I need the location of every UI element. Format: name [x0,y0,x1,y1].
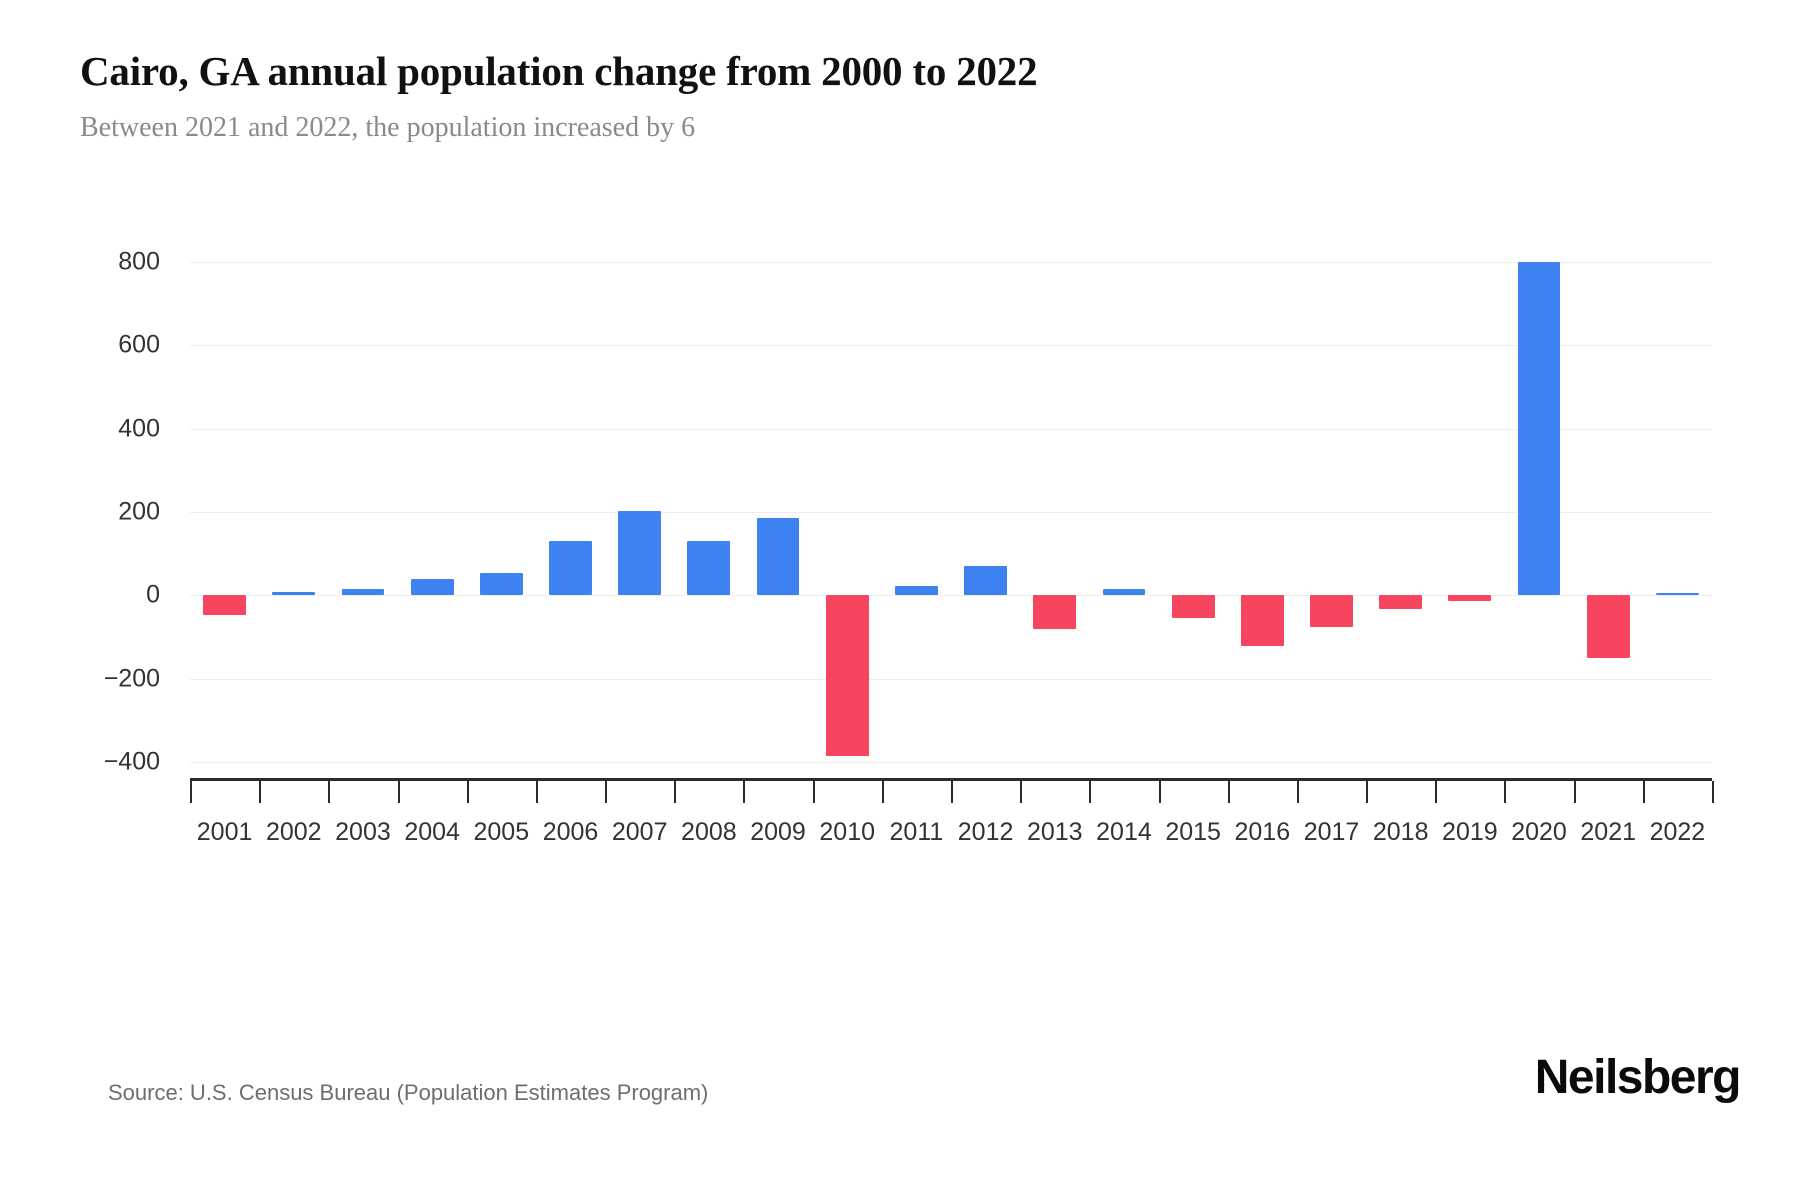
x-tick-label-2021: 2021 [1580,818,1637,846]
x-tick-label-2009: 2009 [750,818,806,846]
y-tick-label: 200 [118,497,160,526]
source-note: Source: U.S. Census Bureau (Population E… [108,1080,709,1105]
x-tick-label-2022: 2022 [1649,818,1706,846]
x-tick-label-2005: 2005 [473,818,530,846]
x-tick-mark [674,781,677,803]
bar-2008[interactable] [687,541,731,596]
x-tick-mark [1089,781,1092,803]
x-tick-mark [190,781,192,803]
bar-2001[interactable] [203,595,247,616]
x-tick-mark [1573,781,1576,803]
bar-2018[interactable] [1379,595,1423,609]
bar-2009[interactable] [756,518,800,596]
x-tick-label-2018: 2018 [1372,818,1429,846]
bar-2003[interactable] [341,588,385,596]
x-tick-label-2015: 2015 [1165,818,1221,846]
x-tick-mark [743,781,746,803]
gridline-800 [190,262,1712,263]
x-tick-mark [1020,781,1023,803]
bar-2012[interactable] [964,566,1008,596]
x-tick-mark [605,781,608,803]
x-tick-mark [1712,781,1714,803]
y-tick-label: 0 [146,580,160,609]
x-tick-label-2013: 2013 [1026,818,1083,846]
x-tick-mark [1296,781,1299,803]
bar-2014[interactable] [1102,588,1146,596]
chart-plot-area: 800 600 400 200 0 −200 −400 2001 2002 2003 2004 20… [0,240,1800,900]
gridlines [0,240,1800,900]
brand-logo: Neilsberg [1534,1051,1742,1104]
x-tick-mark [1642,781,1645,803]
y-axis-labels: 800 600 400 200 0 −200 −400 [0,240,1800,900]
gridline--400 [190,762,1712,763]
x-tick-mark [1227,781,1230,803]
x-tick-mark [259,781,262,803]
bar-2007[interactable] [618,511,662,596]
page-title: Cairo, GA annual population change from … [80,48,1038,94]
y-tick-label: 800 [118,247,160,276]
x-tick-label-2014: 2014 [1096,818,1152,846]
y-tick-label: −200 [103,664,160,693]
x-tick-mark [328,781,331,803]
x-tick-label-2001: 2001 [196,818,253,846]
x-tick-label-2012: 2012 [957,818,1014,846]
bar-2005[interactable] [479,572,523,596]
x-tick-label-2020: 2020 [1511,818,1567,846]
x-tick-label-2017: 2017 [1303,818,1360,846]
x-tick-mark [1435,781,1438,803]
x-tick-mark [812,781,815,803]
bar-2021[interactable] [1586,595,1630,658]
gridline-600 [190,345,1712,347]
bar-2013[interactable] [1033,595,1077,629]
bar-2022[interactable] [1655,592,1699,596]
bars-series [0,240,1800,900]
bar-2019[interactable] [1448,595,1492,601]
x-tick-mark [881,781,884,803]
bar-2017[interactable] [1310,595,1353,627]
chart-header: Cairo, GA annual population change from … [80,48,1740,145]
bar-2015[interactable] [1171,595,1215,619]
gridline-400 [190,428,1712,430]
bar-2006[interactable] [549,541,592,596]
x-tick-label-2016: 2016 [1234,818,1291,846]
x-tick-label-2019: 2019 [1442,818,1498,846]
x-tick-mark [466,781,469,803]
bar-2020[interactable] [1517,262,1561,596]
x-tick-mark [1504,781,1507,803]
gridline--200 [190,678,1712,680]
x-tick-label-2007: 2007 [611,818,668,846]
x-tick-mark [535,781,538,803]
x-tick-mark [397,781,400,803]
x-axis: 2001 2002 2003 2004 2005 2006 2007 2008 2009 2010… [0,240,1800,900]
y-tick-label: 400 [118,414,160,443]
bar-2004[interactable] [410,578,454,596]
x-tick-mark [1158,781,1161,803]
x-tick-mark [1366,781,1369,803]
x-tick-label-2002: 2002 [265,818,322,846]
x-tick-label-2006: 2006 [542,818,599,846]
y-tick-label: 600 [118,330,160,359]
chart-subtitle: Between 2021 and 2022, the population in… [80,112,696,144]
x-tick-label-2011: 2011 [889,818,944,846]
x-tick-label-2010: 2010 [819,818,876,846]
y-tick-label: −400 [103,747,160,776]
bar-2011[interactable] [894,586,938,596]
x-tick-label-2004: 2004 [404,818,460,846]
x-tick-label-2008: 2008 [681,818,737,846]
bar-2016[interactable] [1240,595,1284,647]
x-tick-label-2003: 2003 [335,818,391,846]
bar-2010[interactable] [825,595,869,756]
gridline-200 [190,512,1712,513]
gridline-0 [190,595,1712,597]
bar-2002[interactable] [272,592,316,596]
x-tick-mark [951,781,953,803]
x-axis-line [190,778,1712,781]
